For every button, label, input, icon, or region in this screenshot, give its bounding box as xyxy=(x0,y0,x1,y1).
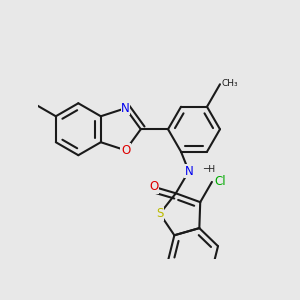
Text: O: O xyxy=(149,180,158,193)
Text: Cl: Cl xyxy=(214,176,226,188)
Text: ─H: ─H xyxy=(203,165,215,174)
Text: N: N xyxy=(184,165,193,178)
Text: CH₃: CH₃ xyxy=(221,79,238,88)
Text: N: N xyxy=(121,102,130,115)
Text: S: S xyxy=(156,207,164,220)
Text: O: O xyxy=(121,144,130,157)
